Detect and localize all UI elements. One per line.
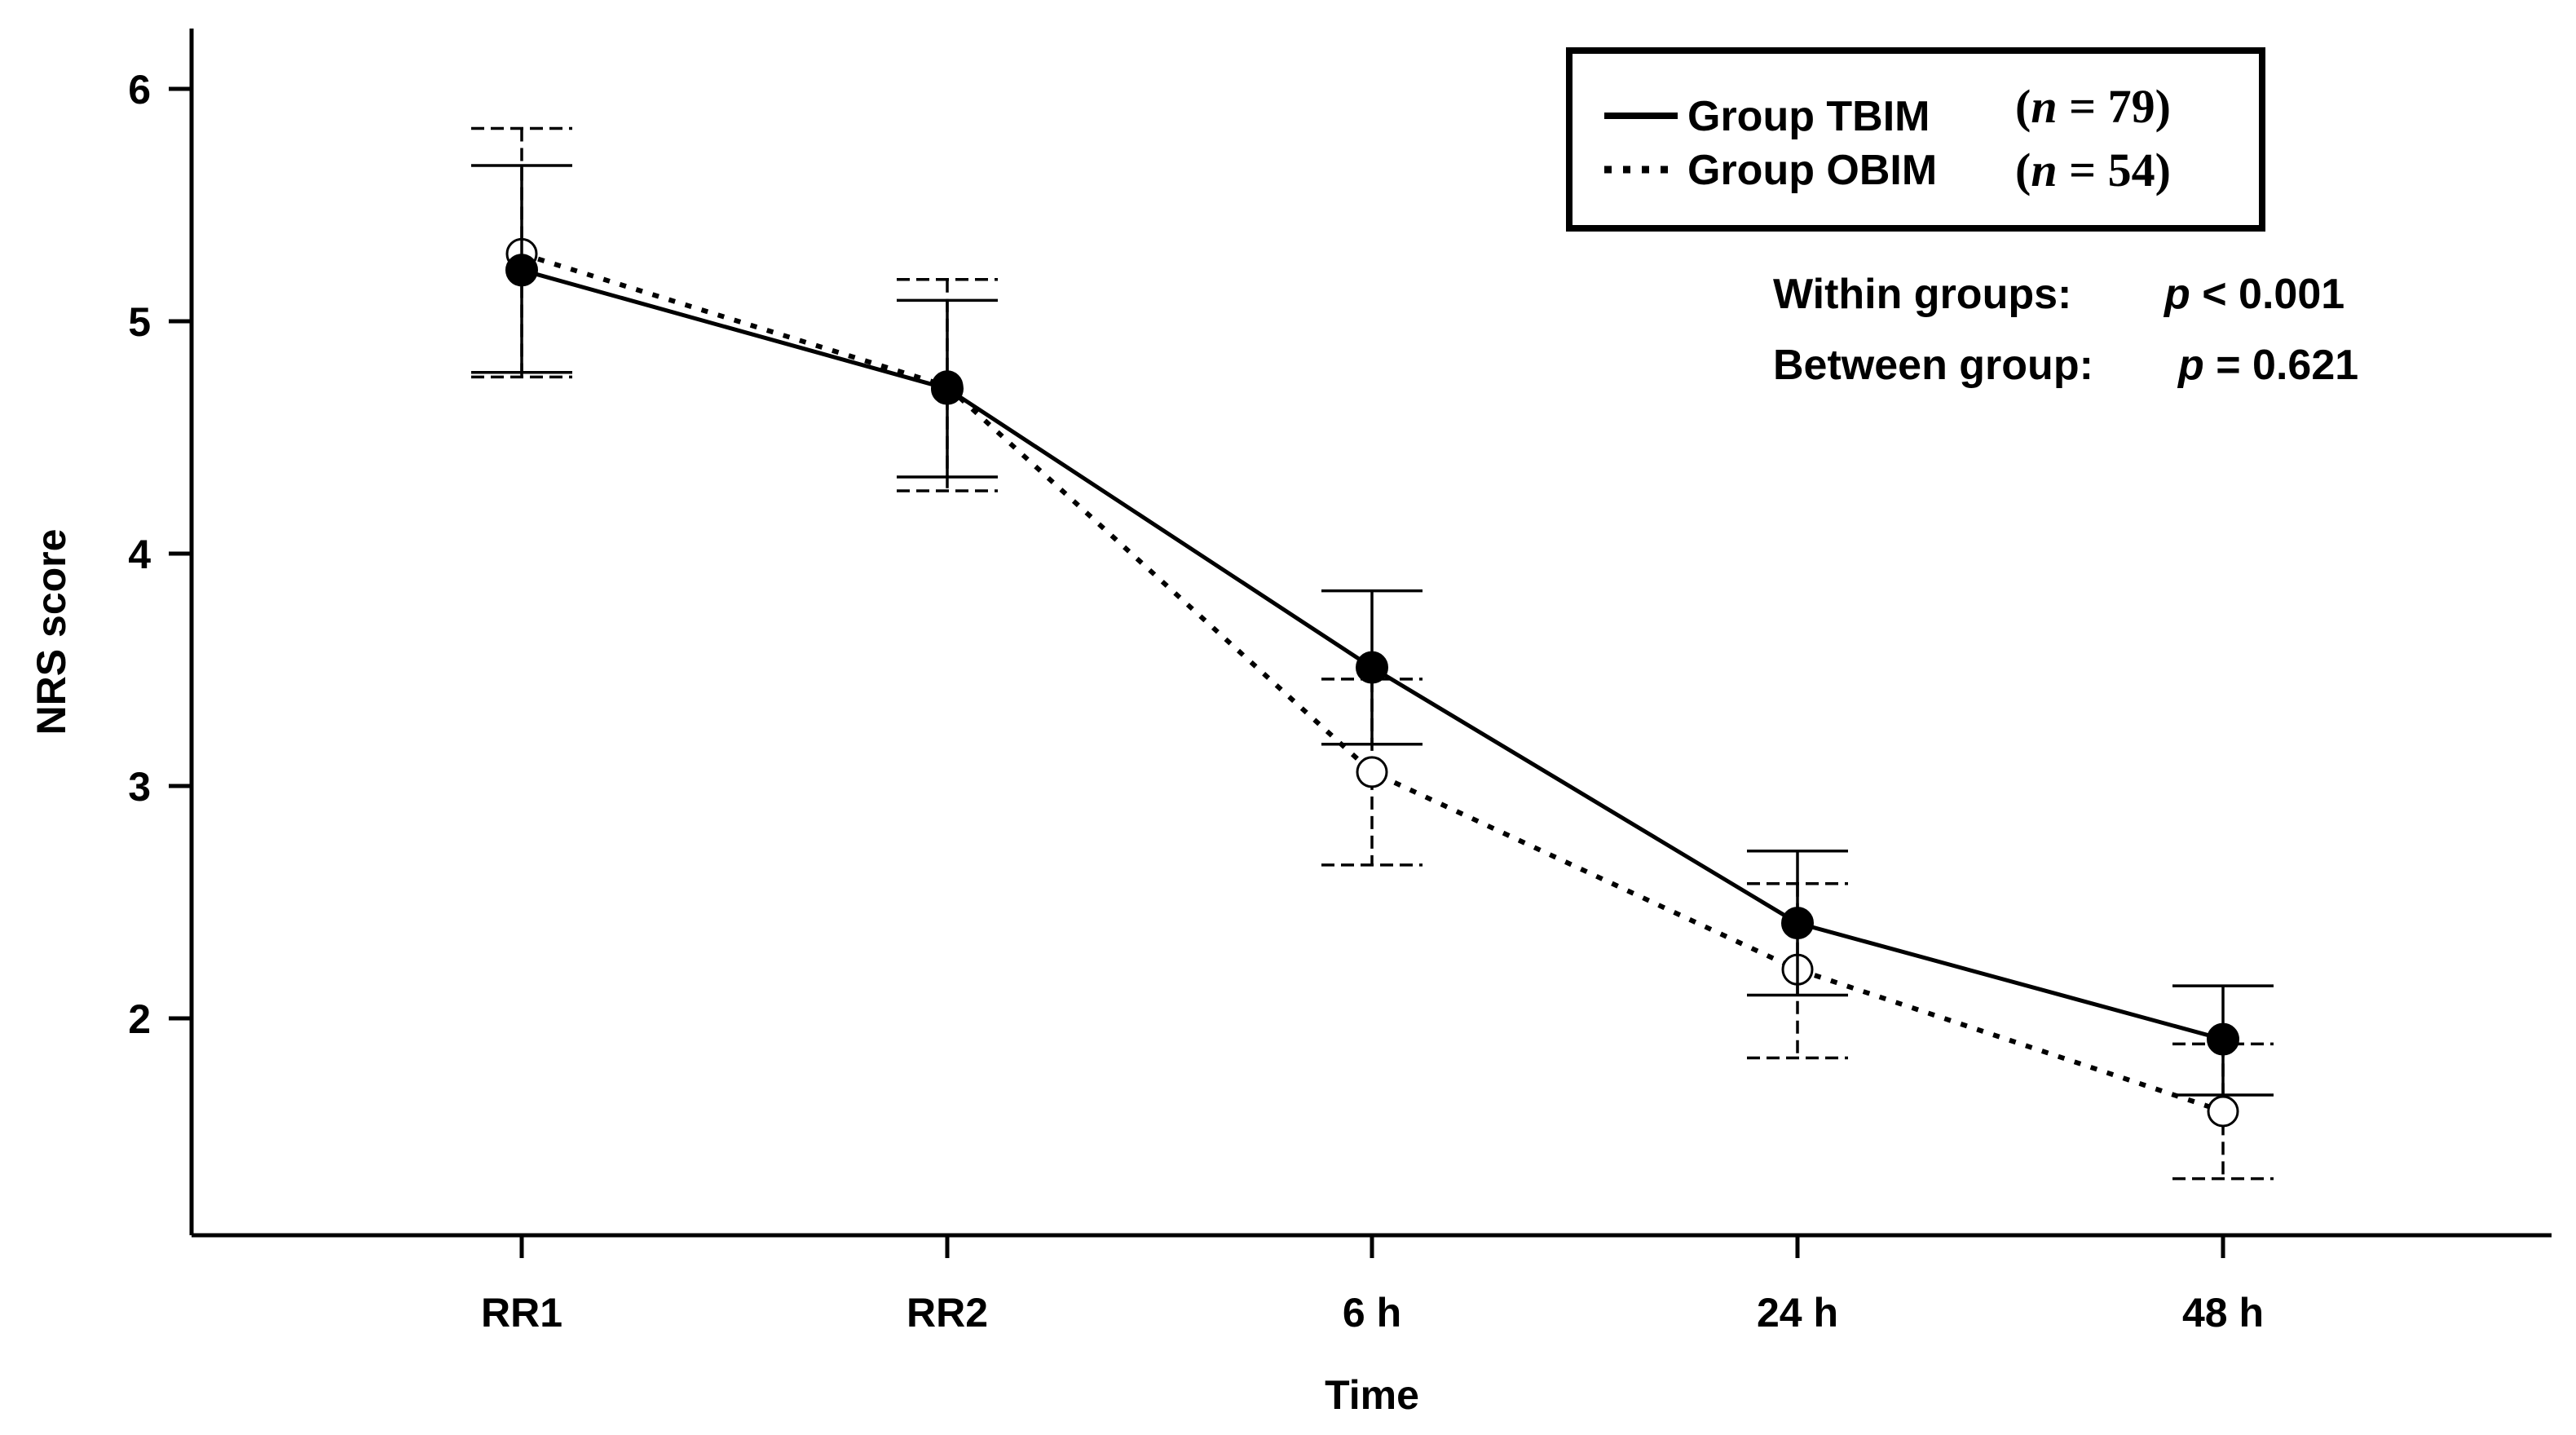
x-tick-label-0: RR1 [481,1290,562,1336]
marker-tbim-1 [931,372,964,405]
between-group-p: p = 0.621 [2177,342,2358,389]
x-tick-label-4: 48 h [2182,1290,2264,1336]
legend-n-obim: (n = 54) [2015,144,2171,196]
series-line-obim [521,251,2224,1114]
marker-tbim-4 [2207,1022,2239,1056]
legend-label-obim: Group OBIM [1687,147,1937,194]
x-ticks: RR1 RR2 6 h 24 h 48 h [481,1235,2264,1336]
marker-tbim-2 [1356,651,1388,684]
legend-box [1566,47,2265,232]
between-group-label: Between group: [1773,342,2093,389]
marker-obim-4 [2207,1095,2239,1128]
legend-label-tbim: Group TBIM [1687,93,1930,140]
y-tick-label-5: 5 [128,299,151,345]
x-tick-label-1: RR2 [906,1290,988,1336]
stats-annotations: Within groups: p < 0.001 Between group: … [1773,271,2358,389]
y-tick-label-3: 3 [128,764,151,810]
legend: Group TBIM (n = 79) Group OBIM (n = 54) [1566,47,2265,232]
y-tick-label-2: 2 [128,996,151,1042]
marker-tbim-3 [1781,907,1814,940]
x-tick-label-2: 6 h [1343,1290,1401,1336]
marker-tbim-0 [505,254,538,287]
y-ticks: 2 3 4 5 6 [128,67,192,1042]
within-groups-label: Within groups: [1773,271,2071,318]
x-tick-label-3: 24 h [1757,1290,1838,1336]
legend-n-tbim: (n = 79) [2015,80,2171,133]
series-layer [471,126,2274,1181]
y-axis-title: NRS score [29,529,74,735]
marker-obim-2 [1356,756,1388,788]
y-tick-label-4: 4 [128,532,151,577]
within-groups-p: p < 0.001 [2163,271,2344,318]
y-tick-label-6: 6 [128,67,151,113]
x-axis-title: Time [1325,1372,1419,1418]
